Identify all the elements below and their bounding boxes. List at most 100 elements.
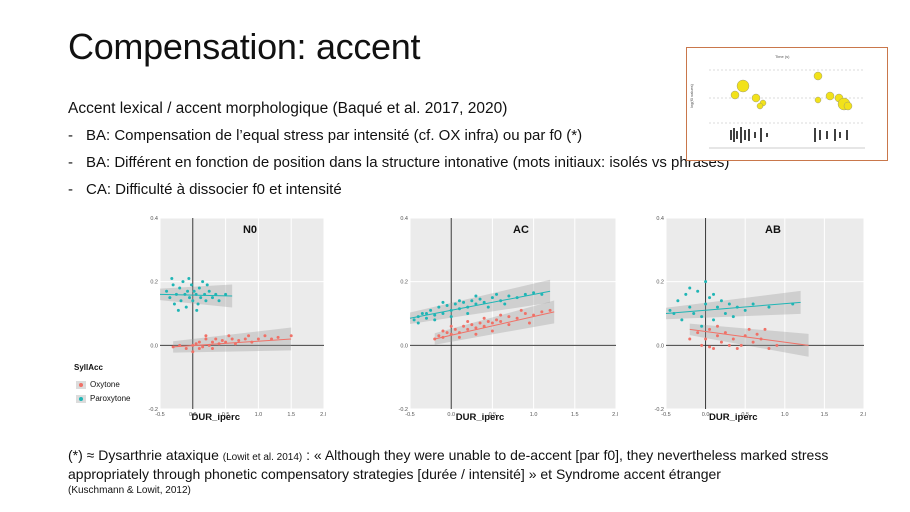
point-oxytone (767, 347, 771, 351)
point-oxytone (704, 337, 708, 341)
bullet-item: - BA: Différent en fonction de position d… (68, 154, 729, 181)
point-paroxytone (523, 292, 527, 296)
point-paroxytone (700, 315, 704, 319)
y-tick-label: -0.2 (149, 407, 158, 413)
footer-prefix: (*) ≈ Dysarthrie ataxique (68, 447, 219, 463)
y-tick-label: 0.4 (400, 216, 408, 222)
chart-panel-ac: -0.5 0.0 0.5 1.0 1.5 2.0 -0.2 0.0 0.2 0.4 AC DUR_ip… (399, 216, 618, 423)
point-paroxytone (474, 294, 478, 298)
point-paroxytone (196, 302, 200, 306)
point-oxytone (515, 316, 519, 320)
chart-title: AB (765, 224, 781, 236)
point-oxytone (540, 310, 544, 314)
point-paroxytone (704, 302, 708, 306)
point-oxytone (466, 327, 470, 331)
point-oxytone (445, 331, 449, 335)
point-oxytone (227, 334, 231, 338)
x-tick-label: 0.5 (489, 412, 497, 418)
point-oxytone (532, 313, 536, 317)
point-paroxytone (224, 292, 228, 296)
pitch-figure-graphic: log(f0 values) Time (s) (689, 54, 865, 149)
waveform (730, 127, 848, 143)
point-paroxytone (708, 296, 712, 300)
slide-title: Compensation: accent (68, 26, 421, 67)
point-oxytone (243, 337, 247, 341)
confidence-band-paroxytone (160, 284, 233, 308)
point-oxytone (715, 324, 719, 328)
point-paroxytone (700, 324, 704, 328)
confidence-band-paroxytone (410, 279, 551, 325)
point-paroxytone (191, 299, 195, 303)
point-oxytone (731, 337, 735, 341)
point-oxytone (727, 343, 731, 347)
point-oxytone (723, 331, 727, 335)
x-tick-label: 0.5 (222, 412, 230, 418)
x-tick-label: 0.0 (702, 412, 710, 418)
point-oxytone (696, 331, 700, 335)
point-oxytone (474, 326, 478, 330)
point-paroxytone (188, 296, 192, 300)
legend-swatch (76, 380, 86, 389)
point-paroxytone (688, 305, 692, 309)
point-paroxytone (457, 299, 461, 303)
point-oxytone (263, 334, 267, 338)
footer-quote: : « Although they were unable to de-acce… (68, 447, 829, 482)
point-oxytone (490, 329, 494, 333)
point-oxytone (270, 337, 274, 341)
point-oxytone (495, 318, 499, 322)
legend-item-oxytone: Oxytone (76, 380, 120, 389)
point-oxytone (474, 332, 478, 336)
y-tick-label: 0.0 (150, 343, 158, 349)
point-paroxytone (704, 280, 708, 284)
x-tick-label: 0.5 (741, 412, 749, 418)
legend-title: SyllAcc (74, 363, 103, 372)
point-oxytone (457, 335, 461, 339)
point-paroxytone (199, 296, 203, 300)
point-paroxytone (503, 302, 507, 306)
point-oxytone (214, 337, 218, 341)
point-oxytone (289, 334, 293, 338)
point-paroxytone (171, 283, 175, 287)
inset-y-label: log(f0 values) (689, 83, 694, 108)
bullet-list: - BA: Compensation de l’equal stress par … (68, 127, 729, 208)
point-paroxytone (184, 305, 188, 309)
point-oxytone (191, 350, 195, 354)
x-tick-label: 1.0 (781, 412, 789, 418)
point-paroxytone (462, 300, 466, 304)
point-oxytone (708, 345, 712, 349)
point-paroxytone (688, 286, 692, 290)
point-oxytone (204, 334, 208, 338)
point-paroxytone (420, 312, 424, 315)
x-tick-label: 1.0 (255, 412, 263, 418)
bullet-text: BA: Différent en fonction de position da… (86, 154, 730, 171)
point-oxytone (775, 343, 779, 347)
x-tick-label: 2.0 (612, 412, 618, 418)
y-tick-label: -0.2 (399, 407, 408, 413)
fit-line-oxytone (173, 338, 292, 348)
footer-citation: (Kuschmann & Lowit, 2012) (68, 485, 191, 496)
point-paroxytone (727, 302, 731, 306)
point-oxytone (715, 334, 719, 338)
footer-ref: (Lowit et al. 2014) (222, 452, 303, 463)
point-paroxytone (470, 299, 474, 303)
point-paroxytone (204, 299, 208, 303)
point-oxytone (482, 316, 486, 320)
point-oxytone (237, 339, 241, 343)
x-tick-label: -0.5 (155, 412, 164, 418)
point-oxytone (441, 329, 445, 333)
point-oxytone (210, 347, 214, 351)
point-paroxytone (179, 299, 183, 303)
point-paroxytone (445, 304, 449, 308)
x-tick-label: 1.5 (287, 412, 295, 418)
x-axis-label: DUR_iperc (709, 412, 758, 423)
x-tick-label: 1.5 (571, 412, 579, 418)
point-paroxytone (680, 318, 684, 322)
point-oxytone (210, 340, 214, 344)
point-paroxytone (482, 300, 486, 304)
point-oxytone (230, 337, 234, 341)
point-oxytone (499, 319, 503, 323)
point-oxytone (507, 315, 511, 319)
point-oxytone (519, 308, 523, 312)
fit-line-oxytone (434, 311, 555, 340)
point-paroxytone (486, 305, 490, 309)
